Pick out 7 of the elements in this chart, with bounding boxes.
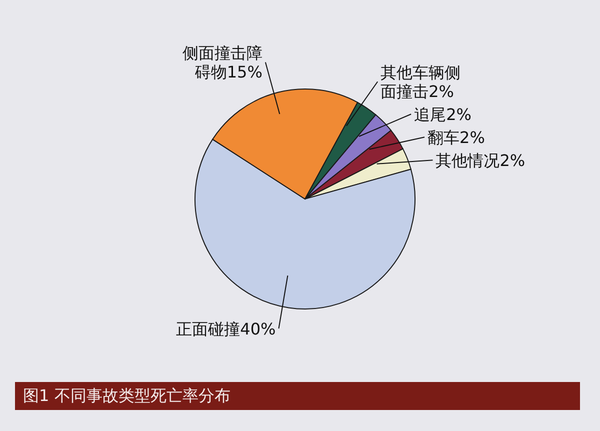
- slice-label: 侧面撞击障碍物15%: [182, 44, 262, 82]
- slice-label: 翻车2%: [428, 128, 485, 148]
- slice-label: 其他车辆侧面撞击2%: [380, 63, 461, 102]
- slice-label: 正面碰撞40%: [176, 319, 276, 338]
- caption-bar: 图1 不同事故类型死亡率分布: [15, 382, 580, 410]
- slice-label: 追尾2%: [414, 105, 472, 124]
- slice-label: 其他情况2%: [436, 151, 526, 170]
